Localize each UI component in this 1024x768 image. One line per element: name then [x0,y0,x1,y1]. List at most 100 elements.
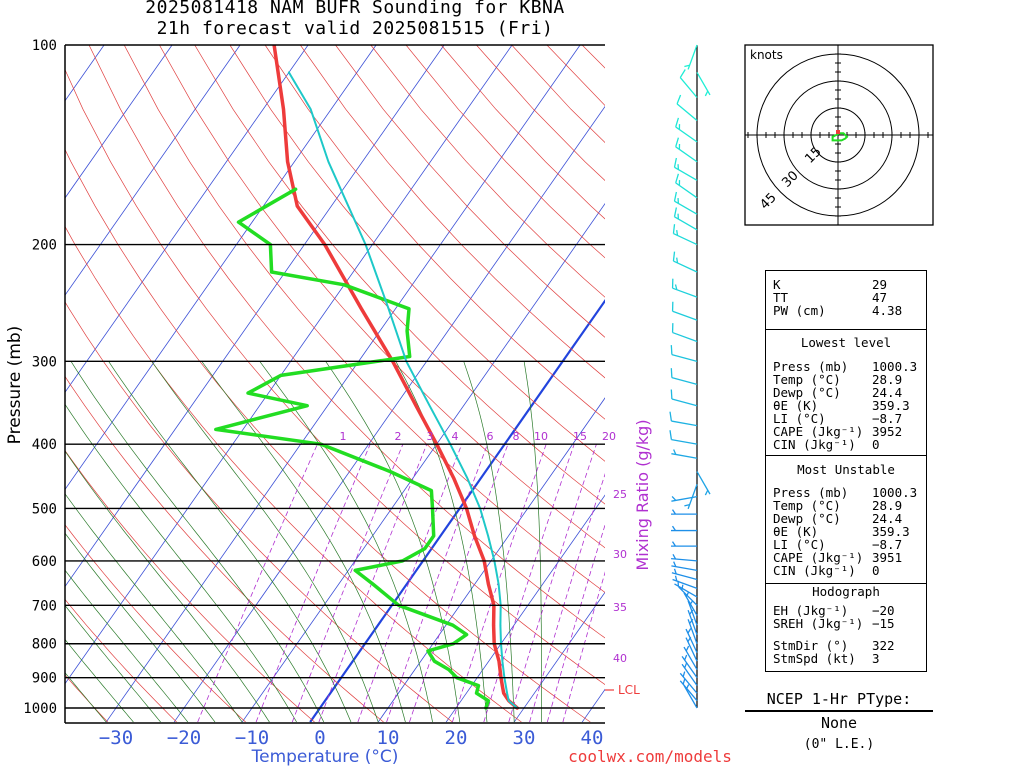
wind-barb [672,224,698,246]
moist-adiabat [325,361,461,723]
mixing-ratio-label: 10 [534,430,548,443]
lowest-li: −8.7 [872,411,903,426]
wind-barb [671,278,698,298]
pressure-tick-label: 300 [32,354,57,370]
isotherm [173,105,605,723]
mixing-ratio-label: 1 [340,430,347,443]
mu-temp: 28.9 [872,498,903,513]
wind-barb [679,678,698,702]
x-axis-label: Temperature (°C) [251,747,399,767]
mixing-ratio-label: 6 [487,430,494,443]
pressure-tick-label: 700 [32,598,57,614]
moist-adiabat [65,403,297,723]
dry-adiabat [300,45,605,379]
lowest-press: 1000.3 [872,359,918,374]
mixing-ratio-label: 35 [613,601,627,614]
moist-adiabat [108,361,352,723]
k-index: 29 [872,277,888,292]
mixing-ratio-line [318,444,428,723]
wind-barb [673,207,698,231]
temp-tick-label: 0 [314,727,325,749]
sreh-value: −15 [872,616,895,631]
temp-tick-label: 10 [377,727,400,749]
eh-value: −20 [872,603,895,618]
temp-tick-label: 40 [581,727,604,749]
isotherm [241,203,605,723]
mu-thetae: 359.3 [872,524,910,539]
wind-barb [685,628,698,653]
mixing-ratio-line [291,444,404,723]
mu-dewp: 24.4 [872,511,903,526]
hodograph-ring-label: 15 [802,144,824,166]
dry-adiabat [264,45,605,420]
mu-cape: 3951 [872,550,903,565]
wind-barb [670,368,698,386]
pressure-tick-label: 1000 [23,701,57,717]
moist-adiabat [259,361,433,723]
wind-barb [675,117,698,143]
isotherm [445,494,605,723]
pressure-tick-label: 100 [32,38,57,54]
wind-barb [671,449,698,459]
mixing-ratio-line [483,444,575,723]
stmspd-value: 3 [872,651,880,666]
wind-barb [676,94,698,122]
dry-adiabat [194,45,605,505]
wind-barb [670,389,698,407]
wind-barb [683,645,698,670]
mixing-ratio-label: 30 [613,548,627,561]
wind-barb [684,44,698,70]
temp-tick-label: −20 [167,727,201,749]
mu-press: 1000.3 [872,485,918,500]
hodograph-ring-label: 45 [757,190,779,212]
isotherm [65,45,309,393]
ptype-value: None [820,714,858,732]
wind-barb [675,173,698,199]
footer-credit: coolwx.com/models [568,747,732,766]
mixing-ratio-line [452,444,547,723]
moist-adiabat [65,532,216,723]
isotherm [513,591,605,723]
mixing-ratio-line [546,523,605,723]
wind-barb [672,251,698,273]
mixing-ratio-line [357,444,463,723]
lcl-label: LCL [618,683,640,697]
dry-adiabat [65,148,591,723]
wind-barb [679,671,698,694]
temp-tick-label: −10 [235,727,269,749]
hodograph-units-label: knots [750,48,783,62]
wind-barb [671,323,698,343]
moist-adiabat [65,672,107,723]
isotherm [105,45,581,723]
wind-barb [673,157,698,181]
lowest-cape: 3952 [872,424,903,439]
hodograph-trace [831,132,849,142]
pressure-tick-label: 400 [32,437,57,453]
y-axis-label: Pressure (mb) [5,326,25,445]
isotherm [65,45,173,199]
dry-adiabat [65,225,522,723]
chart-subtitle: 21h forecast valid 2025081515 (Fri) [156,18,554,39]
mixing-ratio-label: 40 [613,652,627,665]
stmdir-value: 322 [872,638,895,653]
wind-barb [671,568,698,581]
mixing-ratio-line [529,473,605,723]
mixing-ratio-label: 3 [427,430,434,443]
dry-adiabat [65,68,605,686]
pw-value: 4.38 [872,303,903,318]
dry-adiabat [65,598,177,723]
wind-barb [681,662,698,686]
wind-barb [671,561,698,571]
temp-tick-label: 30 [513,727,536,749]
wind-barb [669,411,698,427]
wind-barb [684,484,698,510]
storm-motion-marker [836,130,840,134]
temperature-profile-line [272,45,519,710]
mixing-ratio-label: 25 [613,488,627,501]
dry-adiabat [335,45,605,338]
dry-adiabat [88,45,605,639]
mixing-ratio-label: 8 [513,430,520,443]
moist-adiabat [70,361,325,723]
dry-adiabat [229,45,605,462]
